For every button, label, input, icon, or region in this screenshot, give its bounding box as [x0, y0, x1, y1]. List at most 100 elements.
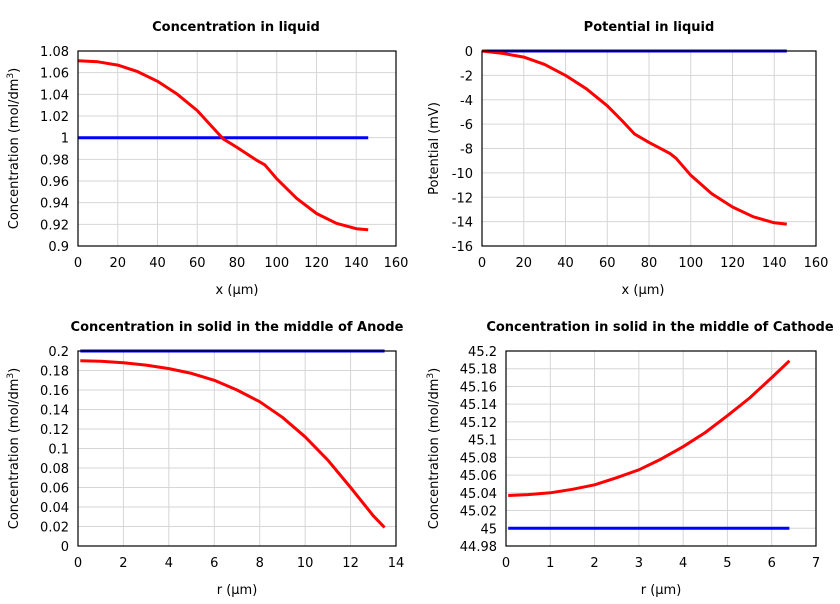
chart-title: Concentration in solid in the middle of … [71, 320, 404, 335]
x-tick-label: 5 [723, 556, 731, 571]
y-tick-label: 0.18 [40, 365, 69, 380]
y-tick-label: 45.2 [468, 345, 497, 360]
y-tick-label: 0 [465, 45, 473, 60]
x-tick-label: 120 [304, 256, 329, 271]
y-tick-label: 45 [480, 522, 497, 537]
x-tick-label: 2 [590, 556, 598, 571]
y-tick-label: -6 [460, 118, 473, 133]
x-tick-label: 0 [74, 256, 82, 271]
plot-frame [77, 50, 397, 247]
x-tick-label: 10 [297, 556, 314, 571]
y-axis-label-end: ) [427, 368, 442, 373]
chart-title: Concentration in solid in the middle of … [486, 320, 834, 335]
y-tick-label: -16 [452, 240, 473, 255]
y-axis-label-superscript: 3 [6, 373, 16, 379]
y-tick-label: 45.16 [460, 380, 497, 395]
y-tick-label: 1.04 [40, 88, 69, 103]
x-tick-label: 140 [344, 256, 369, 271]
series-line-red [80, 359, 386, 529]
y-axis-label-end: ) [7, 68, 22, 73]
y-tick-label: -10 [452, 167, 473, 182]
y-tick-label: 0.92 [40, 218, 69, 233]
y-tick-label: 0.98 [40, 153, 69, 168]
x-tick-label: 4 [679, 556, 687, 571]
y-tick-label: -4 [460, 94, 473, 109]
y-tick-label: 0.02 [40, 521, 69, 536]
y-tick-label: 1.08 [40, 45, 69, 60]
x-tick-label: 120 [720, 256, 745, 271]
y-tick-label: 0.2 [48, 345, 69, 360]
x-tick-label: 2 [119, 556, 127, 571]
y-tick-label: 0.16 [40, 384, 69, 399]
x-tick-label: 6 [768, 556, 776, 571]
x-tick-label: 14 [388, 556, 405, 571]
y-axis-label-superscript: 3 [6, 73, 16, 79]
x-axis-label: x (µm) [622, 283, 665, 298]
y-tick-label: 0.04 [40, 501, 69, 516]
plot-frame [481, 50, 817, 247]
y-tick-label: 45.08 [460, 451, 497, 466]
y-tick-label: -2 [460, 69, 473, 84]
y-tick-label: -8 [460, 143, 473, 158]
y-tick-label: 0.94 [40, 197, 69, 212]
y-tick-label: 45.14 [460, 398, 497, 413]
y-axis-label-base: Concentration (mol/dm [7, 379, 22, 530]
x-tick-label: 160 [384, 256, 409, 271]
x-tick-label: 20 [515, 256, 532, 271]
x-tick-label: 100 [264, 256, 289, 271]
x-tick-label: 100 [678, 256, 703, 271]
y-axis-label: Potential (mV) [427, 102, 442, 195]
y-axis-label-end: ) [7, 368, 22, 373]
x-tick-label: 0 [502, 556, 510, 571]
series-line-red [481, 49, 787, 226]
y-tick-label: 45.04 [460, 487, 497, 502]
x-tick-label: 7 [812, 556, 820, 571]
y-tick-label: 0.96 [40, 175, 69, 190]
subplot-2: 0 20 40 60 80 100 120 140 160 -16 -14 -12 -10 -8 -6 -4 -… [427, 20, 828, 298]
series-line-red [77, 59, 369, 232]
x-axis-label: r (µm) [217, 583, 258, 598]
y-tick-label: 1.06 [40, 67, 69, 82]
y-tick-label: -12 [452, 191, 473, 206]
x-tick-label: 80 [641, 256, 658, 271]
y-tick-label: 45.18 [460, 363, 497, 378]
y-tick-label: 45.06 [460, 469, 497, 484]
y-tick-label: 45.12 [460, 416, 497, 431]
x-axis-label: r (µm) [641, 583, 682, 598]
y-tick-label: 45.02 [460, 505, 497, 520]
y-tick-label: 0 [61, 540, 69, 555]
x-tick-label: 160 [804, 256, 829, 271]
x-axis-label: x (µm) [216, 283, 259, 298]
x-tick-label: 60 [189, 256, 206, 271]
y-tick-label: 45.1 [468, 434, 497, 449]
series-line-red [508, 359, 791, 497]
y-tick-label: 0.06 [40, 482, 69, 497]
x-tick-label: 60 [599, 256, 616, 271]
y-tick-label: 1 [61, 132, 69, 147]
plot-frame [77, 350, 397, 547]
x-tick-label: 0 [74, 556, 82, 571]
y-axis-label-superscript: 3 [426, 373, 436, 379]
x-tick-label: 40 [557, 256, 574, 271]
subplot-4: 0 1 2 3 4 5 6 744.984545.0245.0445.0645.0845.14… [426, 320, 834, 598]
x-tick-label: 1 [546, 556, 554, 571]
y-tick-label: 0.08 [40, 462, 69, 477]
plot-frame [505, 350, 817, 547]
y-tick-label: 1.02 [40, 110, 69, 125]
x-tick-label: 0 [478, 256, 486, 271]
y-tick-label: 0.1 [48, 443, 69, 458]
x-tick-label: 12 [342, 556, 359, 571]
x-tick-label: 80 [229, 256, 246, 271]
x-tick-label: 6 [210, 556, 218, 571]
x-tick-label: 3 [635, 556, 643, 571]
y-tick-label: 0.9 [48, 240, 69, 255]
y-tick-label: -14 [452, 216, 473, 231]
x-tick-label: 40 [149, 256, 166, 271]
subplot-3: 0 2 4 6 8 10 12 14 0 0.02 0.04 0.06 0.08 0.1 0.12 0.14 0… [6, 320, 404, 598]
subplot-1: 0 20 40 60 80 100 120 140 160 0.9 0.92 0.94 0.96 0.98… [6, 20, 408, 298]
y-axis-label: Concentration (mol/dm3) [6, 368, 22, 530]
y-tick-label: 0.12 [40, 423, 69, 438]
x-tick-label: 20 [109, 256, 126, 271]
y-axis-label-base: Concentration (mol/dm [7, 79, 22, 230]
